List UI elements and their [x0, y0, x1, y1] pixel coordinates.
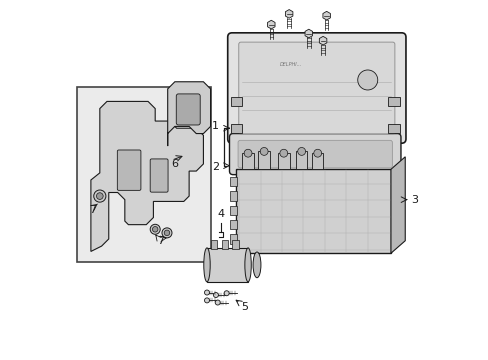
- Circle shape: [260, 148, 267, 156]
- Bar: [387, 97, 399, 106]
- Circle shape: [204, 298, 209, 303]
- Circle shape: [244, 149, 251, 157]
- Bar: [278, 153, 289, 169]
- Bar: [230, 234, 236, 244]
- FancyBboxPatch shape: [150, 159, 168, 192]
- Polygon shape: [267, 20, 274, 29]
- Bar: [230, 123, 242, 133]
- FancyBboxPatch shape: [238, 42, 394, 134]
- Circle shape: [152, 226, 158, 232]
- Bar: [311, 153, 323, 169]
- Bar: [258, 152, 269, 169]
- Bar: [77, 87, 210, 262]
- Circle shape: [94, 190, 106, 202]
- Circle shape: [213, 293, 218, 297]
- Bar: [295, 152, 307, 169]
- Polygon shape: [390, 157, 405, 253]
- Bar: [235, 169, 390, 253]
- Text: DELPHI...: DELPHI...: [280, 62, 302, 67]
- Polygon shape: [167, 82, 210, 146]
- Circle shape: [204, 290, 209, 295]
- Circle shape: [279, 149, 287, 157]
- Circle shape: [162, 228, 172, 238]
- Ellipse shape: [203, 248, 210, 282]
- Text: 4: 4: [217, 209, 224, 219]
- Polygon shape: [305, 29, 312, 38]
- Text: 5: 5: [241, 302, 247, 312]
- FancyBboxPatch shape: [238, 140, 391, 168]
- Bar: [242, 153, 253, 169]
- Text: 7: 7: [89, 205, 96, 215]
- Circle shape: [150, 224, 160, 234]
- Circle shape: [164, 230, 169, 235]
- FancyBboxPatch shape: [176, 94, 200, 125]
- Bar: [387, 123, 399, 133]
- Circle shape: [215, 300, 220, 305]
- Polygon shape: [319, 36, 326, 45]
- Circle shape: [96, 193, 103, 199]
- Bar: [210, 240, 217, 249]
- Text: 2: 2: [211, 162, 218, 172]
- Bar: [230, 206, 236, 215]
- Polygon shape: [322, 12, 330, 20]
- FancyBboxPatch shape: [229, 134, 400, 175]
- Circle shape: [313, 149, 321, 157]
- Circle shape: [357, 70, 377, 90]
- Polygon shape: [91, 102, 203, 251]
- Circle shape: [224, 291, 229, 296]
- Bar: [206, 248, 247, 282]
- Bar: [232, 240, 238, 249]
- Bar: [221, 240, 227, 249]
- FancyBboxPatch shape: [117, 150, 141, 190]
- Text: 3: 3: [411, 195, 418, 204]
- FancyBboxPatch shape: [227, 33, 405, 143]
- Text: 6: 6: [171, 159, 178, 169]
- Polygon shape: [285, 10, 292, 18]
- Bar: [230, 177, 236, 186]
- Bar: [230, 220, 236, 229]
- Text: 1: 1: [211, 121, 218, 131]
- Text: 7: 7: [157, 237, 164, 247]
- Ellipse shape: [253, 252, 261, 278]
- Bar: [230, 97, 242, 106]
- Bar: [230, 192, 236, 201]
- Circle shape: [297, 148, 305, 156]
- Ellipse shape: [244, 248, 251, 282]
